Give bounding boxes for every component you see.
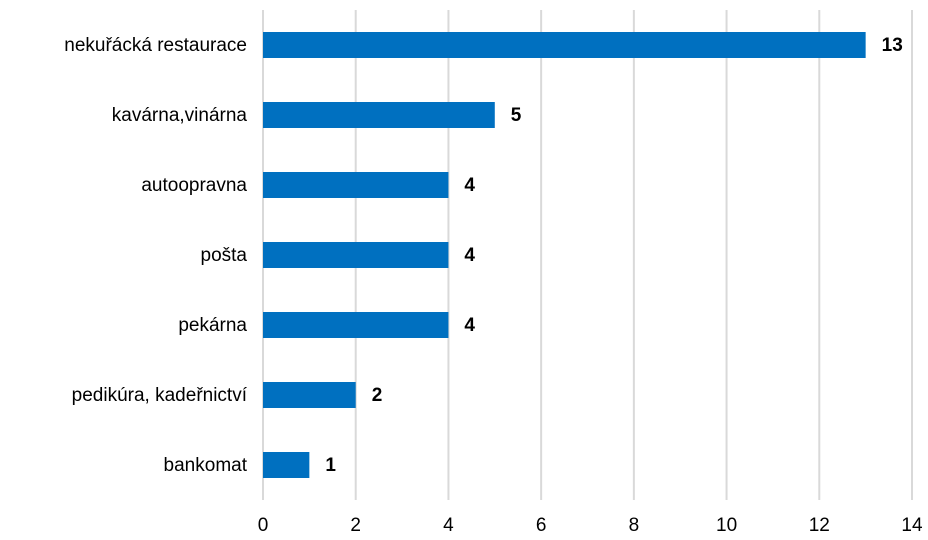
bar <box>263 452 310 478</box>
y-tick-label: pošta <box>201 245 248 266</box>
x-tick-label: 2 <box>350 515 361 536</box>
y-tick-label: pekárna <box>178 315 247 336</box>
y-tick-label: autoopravna <box>141 175 247 196</box>
data-label: 13 <box>882 35 903 56</box>
data-label: 5 <box>511 105 522 126</box>
y-tick-label: kavárna,vinárna <box>112 105 248 126</box>
data-label: 4 <box>464 175 475 196</box>
x-tick-label: 0 <box>258 515 269 536</box>
x-tick-label: 4 <box>443 515 454 536</box>
y-tick-label: pedikúra, kadeřnictví <box>72 385 248 406</box>
data-label: 1 <box>325 455 336 476</box>
bar <box>263 312 449 338</box>
x-tick-label: 12 <box>809 515 830 536</box>
x-tick-label: 6 <box>536 515 547 536</box>
y-tick-label: nekuřácká restaurace <box>64 35 247 56</box>
y-tick-label: bankomat <box>164 455 248 476</box>
x-tick-label: 10 <box>716 515 737 536</box>
bar <box>263 102 495 128</box>
bar <box>263 382 356 408</box>
data-label: 2 <box>372 385 383 406</box>
data-label: 4 <box>464 315 475 336</box>
bar <box>263 172 449 198</box>
x-tick-label: 14 <box>901 515 923 536</box>
x-tick-label: 8 <box>629 515 640 536</box>
bar <box>263 242 449 268</box>
data-label: 4 <box>464 245 475 266</box>
bar <box>263 32 866 58</box>
